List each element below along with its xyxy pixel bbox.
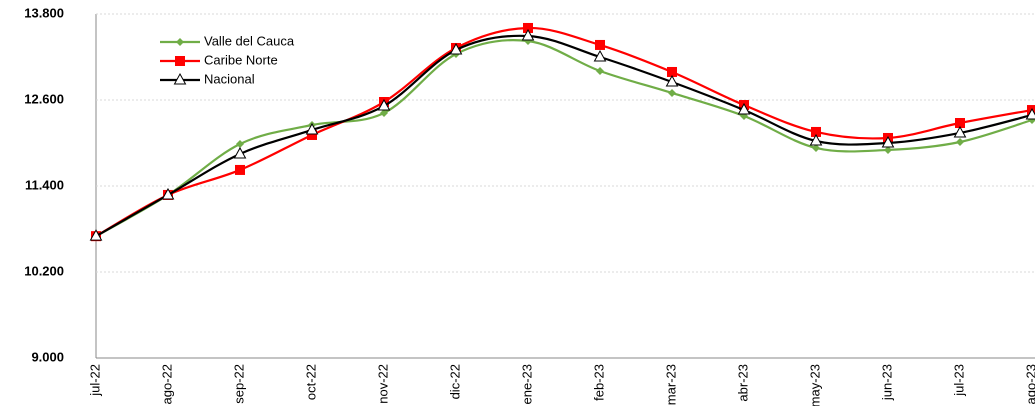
x-tick-label: jul-23 bbox=[951, 364, 966, 397]
marker bbox=[884, 145, 892, 154]
marker bbox=[235, 164, 245, 175]
marker bbox=[809, 133, 823, 146]
marker bbox=[668, 88, 676, 97]
marker bbox=[305, 122, 319, 135]
marker bbox=[236, 140, 244, 149]
x-tick-label: feb-23 bbox=[591, 364, 606, 401]
x-tick-label: ago-22 bbox=[159, 364, 174, 404]
marker bbox=[595, 39, 605, 50]
marker bbox=[881, 135, 895, 148]
x-tick-label: mar-23 bbox=[663, 364, 678, 405]
legend-label: Valle del Cauca bbox=[204, 33, 295, 48]
legend-label: Nacional bbox=[204, 71, 255, 86]
x-tick-label: ene-23 bbox=[519, 364, 534, 404]
marker bbox=[667, 66, 677, 77]
marker bbox=[233, 146, 247, 159]
marker bbox=[173, 72, 187, 85]
x-tick-label: nov-22 bbox=[375, 364, 390, 404]
marker bbox=[176, 38, 184, 46]
marker bbox=[449, 42, 463, 55]
marker bbox=[956, 137, 964, 146]
marker bbox=[665, 74, 679, 87]
x-tick-label: jul-22 bbox=[87, 364, 102, 397]
marker bbox=[953, 125, 967, 138]
marker bbox=[523, 22, 533, 33]
x-tick-label: oct-22 bbox=[303, 364, 318, 400]
y-tick-label: 9.000 bbox=[31, 349, 64, 364]
marker bbox=[521, 28, 535, 41]
x-tick-label: ago-23 bbox=[1023, 364, 1035, 404]
x-tick-label: dic-22 bbox=[447, 364, 462, 399]
legend-label: Caribe Norte bbox=[204, 52, 278, 67]
x-tick-label: sep-22 bbox=[231, 364, 246, 404]
marker bbox=[89, 229, 103, 241]
x-tick-label: jun-23 bbox=[879, 364, 894, 401]
marker bbox=[737, 102, 751, 115]
marker bbox=[377, 98, 391, 111]
marker bbox=[161, 187, 175, 200]
x-tick-label: abr-23 bbox=[735, 364, 750, 402]
marker bbox=[175, 56, 185, 66]
y-tick-label: 13.800 bbox=[24, 5, 64, 20]
y-tick-label: 10.200 bbox=[24, 263, 64, 278]
marker bbox=[811, 126, 821, 137]
marker bbox=[812, 143, 820, 152]
y-tick-label: 12.600 bbox=[24, 91, 64, 106]
marker bbox=[380, 108, 388, 117]
marker bbox=[955, 118, 965, 129]
marker bbox=[593, 49, 607, 62]
marker bbox=[596, 66, 604, 75]
y-tick-label: 11.400 bbox=[25, 177, 64, 192]
marker bbox=[307, 129, 317, 140]
x-tick-label: may-23 bbox=[807, 364, 822, 406]
